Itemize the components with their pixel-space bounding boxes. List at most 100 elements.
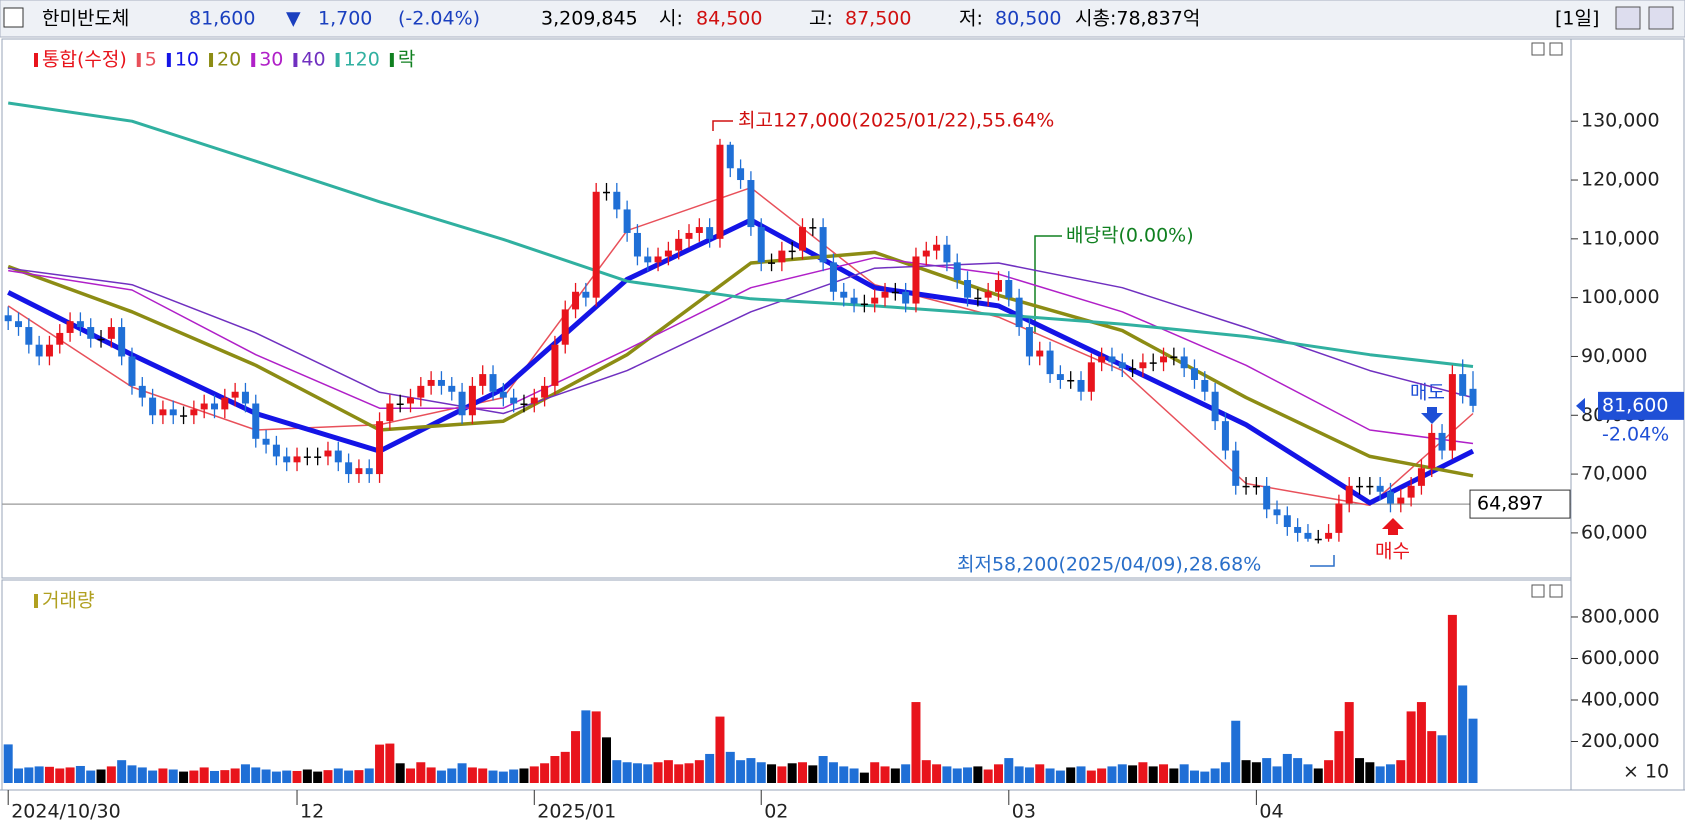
candle-body (1077, 379, 1085, 392)
candle-body (4, 315, 12, 322)
close-button[interactable] (1648, 6, 1674, 30)
candle-body (592, 191, 600, 298)
volume-bar (436, 770, 446, 783)
candle-body (572, 291, 580, 310)
volume-bar (1365, 762, 1375, 783)
volume-bar (1004, 758, 1014, 783)
volume-bar (302, 769, 312, 783)
candle-body (1335, 503, 1343, 533)
legend-title: 거래량 (42, 590, 94, 612)
panel-max-button[interactable] (1531, 42, 1545, 56)
volume-bar (983, 769, 993, 783)
volume-bar (1375, 766, 1385, 783)
reference-box (1469, 489, 1571, 519)
checkbox[interactable] (3, 7, 24, 28)
low: 80,500 (995, 8, 1061, 30)
candle-body (1129, 368, 1137, 370)
volume-bar (973, 766, 983, 783)
y-tick-label: 800,000 (1581, 605, 1660, 627)
volume-bar (148, 770, 158, 783)
y-tick-label: 90,000 (1581, 345, 1647, 367)
volume-bar (756, 762, 766, 783)
candle-body (994, 280, 1002, 292)
volume-bar (344, 770, 354, 783)
volume-bar (467, 767, 477, 783)
candle-body (159, 409, 167, 416)
volume-bar (189, 770, 199, 783)
volume-bar (34, 766, 44, 783)
candle-body (1345, 485, 1353, 504)
period[interactable]: [1일] (1555, 8, 1599, 30)
volume-bar (1262, 758, 1272, 783)
candle-body (1160, 356, 1168, 363)
candle-body (1417, 468, 1425, 486)
candle-body (25, 327, 33, 345)
change-arrow: ▼ (286, 8, 301, 30)
candle-body (1356, 485, 1364, 488)
volume-bar (818, 756, 828, 783)
candle-body (499, 391, 507, 398)
candle-body (345, 462, 353, 475)
volume-bar (1169, 768, 1179, 783)
volume-bar (1396, 760, 1406, 783)
legend-entry: 30 (259, 49, 283, 71)
change: 1,700 (318, 8, 372, 30)
volume-bar (1406, 711, 1416, 783)
last-price-marker (1576, 397, 1585, 414)
volume-bar (426, 767, 436, 783)
volume-bar (674, 764, 684, 783)
candle-body (1149, 362, 1157, 364)
candle-body (675, 238, 683, 251)
volume-bar (1035, 764, 1045, 783)
candle-body (984, 291, 992, 298)
volume-bar (179, 771, 189, 783)
max-pointer (712, 120, 733, 131)
panel-close-button[interactable] (1549, 584, 1563, 598)
candle-body (479, 374, 487, 386)
panel-close-button[interactable] (1549, 42, 1563, 56)
volume-bar (168, 769, 178, 783)
candle-body (489, 374, 497, 392)
minimize-button[interactable] (1615, 6, 1641, 30)
price: 81,600 (189, 8, 255, 30)
volume-bar (870, 762, 880, 783)
candle-body (1386, 491, 1394, 504)
volume-bar (952, 768, 962, 783)
min-pointer (1310, 555, 1335, 567)
open-label: 시: (659, 8, 683, 30)
candle-body (1211, 391, 1219, 422)
volume-bar (684, 763, 694, 783)
y-tick-label: 130,000 (1581, 110, 1660, 132)
sell-signal: 매도 (1410, 382, 1445, 404)
volume-bar (385, 743, 395, 783)
volume-bar (839, 766, 849, 783)
volume-bar (1066, 767, 1076, 783)
candle-body (169, 409, 177, 416)
panel-max-button[interactable] (1531, 584, 1545, 598)
volume-bar (282, 770, 292, 783)
candle-body (520, 403, 528, 406)
legend-entry: 40 (301, 49, 325, 71)
volume-bar (137, 767, 147, 783)
multiplier-label: × 10 (1623, 761, 1669, 783)
x-tick-label: 2025/01 (537, 801, 616, 823)
low-label: 저: (959, 8, 983, 30)
volume-bar (1313, 768, 1323, 783)
volume-bar (797, 762, 807, 783)
candle-body (1087, 362, 1095, 392)
candle-body (396, 403, 404, 406)
volume-bar (261, 769, 271, 783)
candle-body (118, 327, 126, 357)
y-tick-label: 600,000 (1581, 647, 1660, 669)
candle-body (1170, 356, 1178, 358)
candle-body (902, 291, 910, 304)
volume-bar (1076, 766, 1086, 783)
volume-bar (1014, 766, 1024, 783)
legend-title: 통합(수정) (42, 49, 127, 71)
legend-swatch (34, 594, 38, 608)
buy-arrow (1382, 518, 1404, 535)
candle-body (871, 297, 879, 304)
candle-body (778, 250, 786, 263)
volume-bar (540, 763, 550, 783)
volume-bar (1107, 766, 1117, 783)
